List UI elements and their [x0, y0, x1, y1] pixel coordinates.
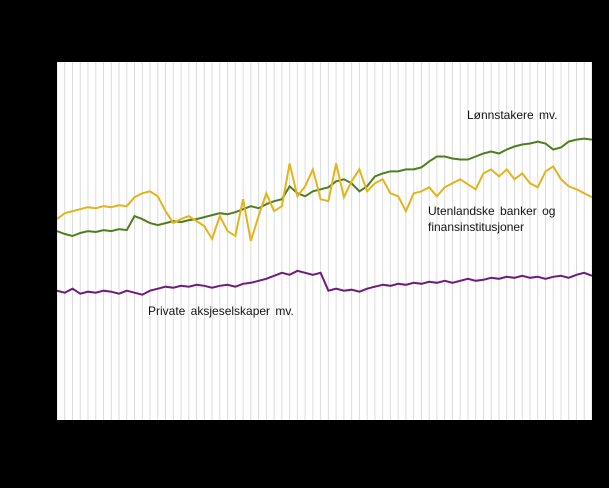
series-label-utenlandske-banker: Utenlandske banker og finansinstitusjone… [428, 204, 556, 235]
series-line-1 [57, 163, 592, 242]
series-line-2 [57, 269, 592, 296]
series-label-lonnstakere: Lønnstakere mv. [467, 108, 558, 122]
plot-area: Lønnstakere mv. Utenlandske banker og fi… [57, 62, 592, 420]
series-label-private-aksjeselskaper: Private aksjeselskaper mv. [148, 304, 294, 318]
chart-svg [57, 62, 592, 420]
series-line-0 [57, 137, 592, 238]
